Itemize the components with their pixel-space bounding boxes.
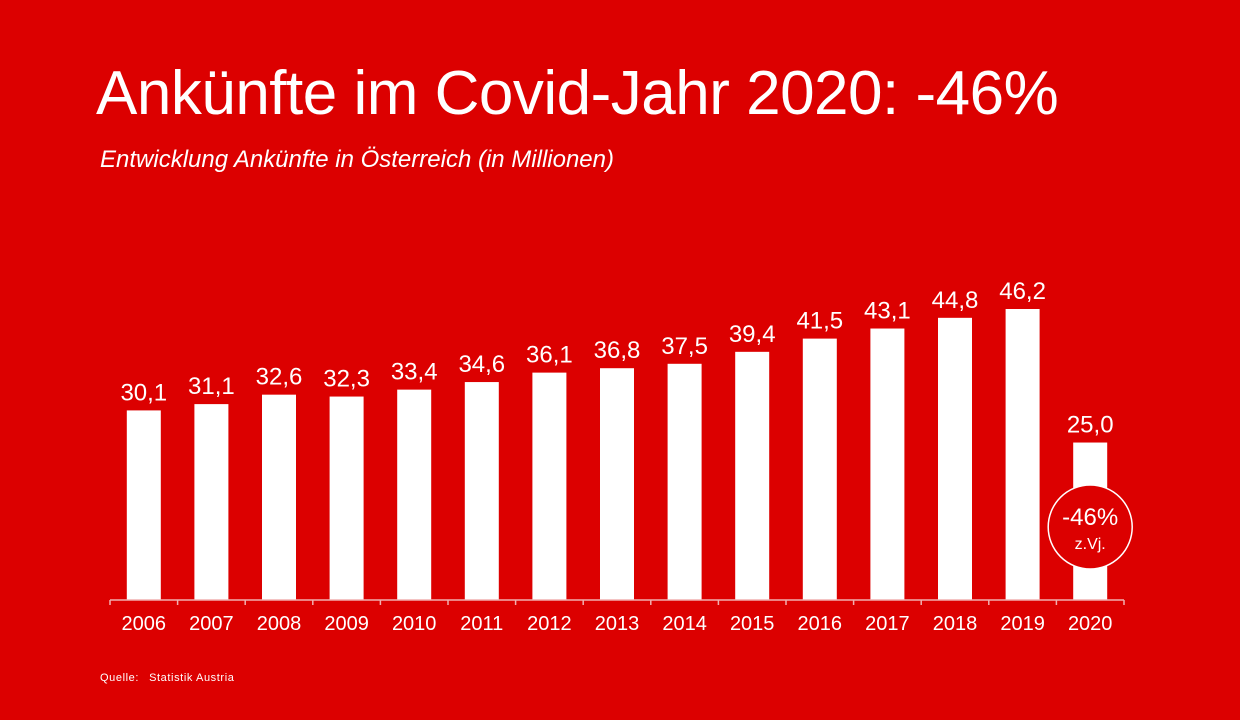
value-label-2012: 36,1 — [526, 342, 573, 369]
bar-2007 — [194, 404, 229, 600]
value-label-2019: 46,2 — [999, 278, 1046, 305]
change-badge-circle — [1047, 484, 1133, 570]
change-badge-value: -46% — [1062, 504, 1118, 531]
bar-2012 — [532, 372, 567, 600]
value-label-2015: 39,4 — [729, 321, 776, 348]
value-label-2006: 30,1 — [120, 379, 167, 406]
chart-title: Ankünfte im Covid-Jahr 2020: -46% — [96, 59, 1059, 128]
change-badge-subtext: z.Vj. — [1075, 536, 1106, 553]
bar-2008 — [262, 394, 296, 600]
value-label-2010: 33,4 — [391, 359, 438, 386]
bar-2006 — [126, 410, 161, 600]
x-tick-labels-group: 2006 2007 2008 2009 2010 2011 2012 2013 2014 2015… — [122, 613, 1113, 635]
bar-2017 — [870, 328, 905, 600]
change-annotation: -46% z.Vj. — [1047, 484, 1133, 570]
x-tick-label-2019: 2019 — [1000, 613, 1045, 635]
x-tick-label-2009: 2009 — [324, 613, 369, 635]
value-label-2017: 43,1 — [864, 298, 911, 325]
value-label-2014: 37,5 — [661, 333, 708, 360]
value-label-2008: 32,6 — [256, 364, 303, 391]
x-tick-label-2006: 2006 — [122, 613, 167, 635]
x-tick-label-2016: 2016 — [798, 613, 843, 635]
source-name: Statistik Austria — [149, 672, 235, 684]
bar-2009 — [329, 396, 364, 600]
value-label-2013: 36,8 — [594, 337, 641, 364]
x-tick-label-2008: 2008 — [257, 613, 302, 635]
value-label-2009: 32,3 — [323, 366, 370, 393]
x-tick-label-2012: 2012 — [527, 613, 572, 635]
bar-2013 — [600, 368, 634, 600]
value-label-2018: 44,8 — [932, 287, 979, 314]
x-tick-label-2018: 2018 — [933, 613, 978, 635]
bar-2014 — [667, 363, 702, 600]
x-tick-label-2015: 2015 — [730, 613, 775, 635]
x-tick-label-2020: 2020 — [1068, 613, 1113, 635]
value-label-2007: 31,1 — [188, 373, 235, 400]
bar-2015 — [735, 351, 770, 600]
value-label-2011: 34,6 — [458, 351, 505, 378]
bar-2016 — [802, 338, 837, 600]
bar-2010 — [397, 389, 432, 600]
chart-subtitle: Entwicklung Ankünfte in Österreich (in M… — [100, 146, 614, 173]
value-labels-group: 30,1 31,1 32,6 32,3 33,4 34,6 36,1 36,8 37,5 39,4… — [120, 278, 1113, 439]
x-tick-label-2010: 2010 — [392, 613, 437, 635]
bar-2019 — [1005, 309, 1040, 600]
bars-group — [126, 309, 1108, 600]
value-label-2020: 25,0 — [1067, 412, 1114, 439]
x-tick-label-2007: 2007 — [189, 613, 234, 635]
source-label: Quelle: — [100, 672, 140, 684]
x-axis — [109, 599, 1125, 605]
x-tick-label-2013: 2013 — [595, 613, 640, 635]
x-tick-label-2014: 2014 — [662, 613, 707, 635]
value-label-2016: 41,5 — [796, 308, 843, 335]
source-note: Quelle: Statistik Austria — [100, 672, 234, 684]
x-tick-label-2017: 2017 — [865, 613, 910, 635]
bar-2018 — [938, 317, 972, 600]
bar-2011 — [464, 382, 499, 600]
x-tick-label-2011: 2011 — [460, 613, 503, 635]
